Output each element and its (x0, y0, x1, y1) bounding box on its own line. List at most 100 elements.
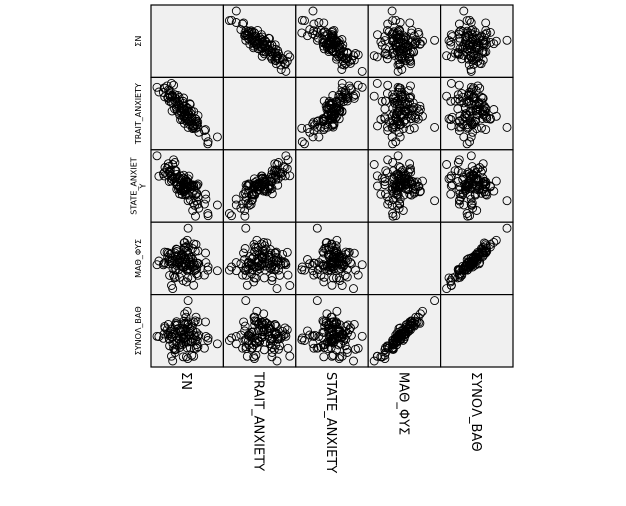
data-point (468, 256, 478, 266)
data-point (231, 194, 241, 204)
data-point (393, 151, 403, 161)
data-point (403, 104, 413, 114)
data-point (238, 343, 248, 353)
cell-σν-vs-συνολ-βαθ (440, 4, 514, 79)
data-point (461, 261, 471, 270)
data-point (406, 59, 416, 69)
data-point (170, 90, 180, 100)
data-point (247, 190, 257, 200)
data-point (300, 265, 309, 275)
data-point (395, 132, 405, 142)
data-point (349, 93, 359, 103)
data-point (394, 120, 404, 130)
data-point (300, 139, 309, 149)
data-point (152, 82, 162, 92)
data-point (319, 260, 329, 270)
data-point (176, 252, 186, 262)
data-point (478, 159, 488, 169)
data-point (240, 211, 250, 221)
data-point (154, 171, 164, 181)
data-point (314, 18, 324, 27)
data-point (181, 352, 191, 362)
data-point (485, 113, 495, 123)
data-point (168, 356, 178, 366)
data-point (257, 171, 266, 181)
cell-συνολ-βαθ-vs-μαθ-φυς (367, 294, 442, 368)
data-point (270, 319, 280, 329)
data-point (160, 323, 170, 333)
data-point (271, 171, 281, 181)
data-point (478, 46, 488, 56)
data-point (394, 106, 404, 116)
data-point (430, 196, 440, 206)
data-point (464, 60, 474, 70)
data-point (323, 261, 333, 271)
data-point (442, 160, 452, 169)
data-point (466, 87, 476, 97)
column-label-state-anxiety: STATE_ANXIETY (323, 372, 338, 473)
data-point (267, 343, 277, 353)
data-point (346, 83, 355, 93)
data-point (193, 246, 203, 256)
data-point (319, 18, 329, 28)
data-point (236, 203, 246, 213)
data-point (182, 235, 192, 245)
data-point (163, 93, 173, 103)
data-point (471, 254, 480, 264)
data-point (453, 177, 463, 186)
data-point (176, 333, 186, 343)
data-point (454, 80, 464, 90)
data-point (227, 262, 236, 272)
data-point (203, 137, 213, 147)
data-point (349, 248, 359, 258)
data-point (303, 31, 312, 41)
cell-μαθ-φυς-vs-συνολ-βαθ (440, 221, 514, 296)
cell-συνολ-βαθ-vs-trait-anxiety (222, 294, 297, 368)
data-point (343, 92, 352, 102)
data-point (335, 352, 345, 362)
data-point (469, 166, 479, 175)
data-point (165, 92, 175, 102)
data-point (231, 6, 241, 16)
data-point (332, 273, 341, 283)
data-point (465, 171, 475, 181)
data-point (382, 168, 392, 178)
data-point (261, 244, 271, 254)
data-point (280, 163, 290, 172)
data-point (186, 182, 196, 192)
data-point (442, 51, 452, 61)
data-point (343, 53, 352, 63)
data-point (183, 317, 193, 327)
data-point (324, 115, 334, 125)
data-point (397, 329, 407, 339)
data-point (272, 53, 282, 63)
data-point (332, 235, 342, 245)
data-point (192, 336, 202, 345)
data-point (446, 96, 456, 106)
data-point (249, 37, 259, 47)
data-point (405, 319, 415, 329)
data-point (393, 66, 403, 76)
data-point (163, 159, 173, 169)
data-point (185, 265, 195, 275)
data-point (314, 132, 324, 142)
data-point (481, 36, 491, 46)
data-point (259, 41, 269, 51)
data-point (450, 166, 460, 176)
data-point (458, 41, 468, 51)
cell-trait-anxiety-vs-συνολ-βαθ (440, 76, 514, 151)
data-point (282, 247, 292, 257)
data-point (461, 182, 471, 192)
data-point (201, 189, 210, 199)
data-point (446, 277, 456, 287)
data-point (323, 109, 333, 119)
data-point (491, 36, 501, 46)
data-point (188, 198, 198, 208)
data-point (245, 252, 255, 262)
data-point (393, 27, 403, 37)
data-point (309, 343, 319, 353)
data-point (412, 177, 422, 187)
row-label-μαθ-φυς: ΜΑΘ_ΦΥΣ (134, 239, 143, 278)
data-point (468, 93, 478, 103)
data-point (383, 126, 393, 136)
